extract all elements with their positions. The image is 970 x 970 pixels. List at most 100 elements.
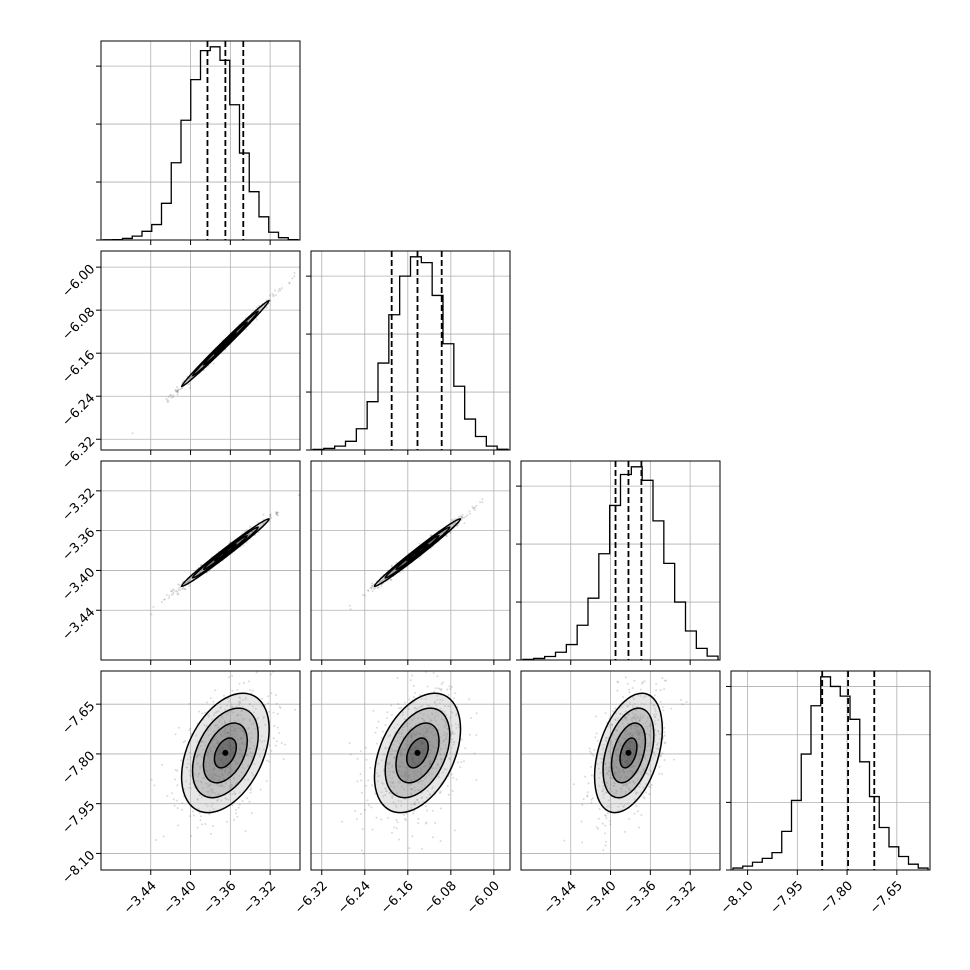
scatter-point (397, 703, 400, 705)
scatter-point (226, 743, 229, 746)
scatter-point (196, 780, 199, 783)
scatter-point (449, 532, 452, 534)
scatter-point (454, 522, 457, 525)
scatter-point (447, 693, 450, 696)
scatter-point (182, 379, 185, 382)
scatter-point (475, 504, 478, 507)
scatter-point (165, 593, 168, 596)
scatter-point (211, 763, 214, 766)
scatter-point (217, 742, 220, 745)
scatter-point (190, 775, 193, 778)
scatter-point (214, 724, 217, 727)
scatter-point (364, 808, 367, 811)
scatter-point (183, 788, 186, 791)
scatter-point (659, 689, 662, 692)
scatter-point (231, 751, 234, 754)
scatter-point (217, 726, 220, 729)
scatter-point (582, 798, 585, 801)
scatter-point (604, 844, 607, 847)
scatter-point (184, 740, 187, 742)
scatter-point (211, 761, 214, 764)
scatter-point (241, 730, 244, 733)
scatter-point (176, 390, 178, 393)
scatter-point (229, 742, 232, 744)
scatter-point (439, 532, 442, 535)
scatter-point (230, 705, 233, 708)
scatter-point (479, 501, 482, 504)
scatter-point (628, 818, 631, 820)
scatter-point (379, 580, 382, 583)
scatter-point (234, 760, 237, 763)
panel-2-2 (516, 460, 721, 665)
scatter-point (200, 815, 202, 818)
scatter-point (249, 526, 252, 528)
panel-3-0: −8.10 −7.95 −7.80 −7.65 −3.44 −3.40 −3.36 −3.32 (60, 670, 301, 917)
scatter-point (189, 377, 192, 380)
scatter-point (230, 729, 233, 732)
scatter-point (241, 755, 244, 758)
scatter-point (451, 519, 454, 522)
scatter-point (228, 785, 231, 788)
scatter-point (383, 578, 386, 581)
scatter-point (472, 507, 475, 509)
scatter-point (672, 758, 675, 761)
scatter-point (275, 511, 278, 514)
scatter-point (361, 828, 364, 831)
scatter-point (466, 514, 469, 517)
scatter-point (225, 768, 228, 771)
scatter-point (196, 740, 199, 743)
x-tick-label: −6.24 (335, 878, 374, 917)
scatter-point (437, 687, 440, 690)
scatter-point (597, 827, 600, 830)
x-tick-label: −6.16 (378, 878, 417, 917)
scatter-point (216, 739, 219, 742)
density-peak (414, 549, 421, 556)
scatter-point (434, 687, 437, 690)
scatter-point (176, 769, 179, 772)
scatter-point (203, 776, 206, 779)
scatter-point (461, 513, 464, 516)
y-tick-label: −3.36 (60, 525, 99, 564)
scatter-point (270, 749, 273, 752)
scatter-point (246, 797, 249, 800)
scatter-point (236, 781, 239, 784)
scatter-point (268, 294, 271, 297)
scatter-point (177, 726, 180, 729)
scatter-point (172, 592, 175, 595)
scatter-point (641, 682, 644, 685)
scatter-point (365, 758, 368, 761)
scatter-point (587, 782, 590, 785)
scatter-point (363, 594, 366, 597)
scatter-point (456, 524, 459, 527)
scatter-point (236, 724, 239, 727)
y-tick-label: −6.32 (60, 434, 99, 473)
scatter-point (178, 586, 181, 589)
scatter-point (604, 824, 607, 827)
scatter-point (269, 514, 271, 516)
scatter-point (207, 714, 210, 716)
scatter-point (273, 724, 276, 727)
scatter-point (392, 570, 395, 573)
scatter-point (232, 741, 235, 744)
scatter-point (222, 734, 225, 737)
scatter-point (661, 773, 663, 775)
scatter-point (580, 820, 583, 823)
scatter-point (663, 734, 666, 737)
density-peak (625, 749, 632, 756)
scatter-point (425, 805, 428, 808)
scatter-point (188, 783, 191, 786)
scatter-point (198, 765, 201, 768)
scatter-point (217, 757, 220, 760)
scatter-point (239, 738, 242, 741)
scatter-point (228, 759, 231, 762)
scatter-point (188, 729, 191, 732)
scatter-point (270, 692, 273, 695)
scatter-point (404, 819, 407, 822)
scatter-point (390, 578, 393, 581)
scatter-point (384, 724, 387, 726)
scatter-point (223, 785, 225, 788)
scatter-point (237, 719, 240, 722)
scatter-point (188, 584, 191, 587)
scatter-point (196, 798, 199, 801)
scatter-point (260, 307, 262, 310)
